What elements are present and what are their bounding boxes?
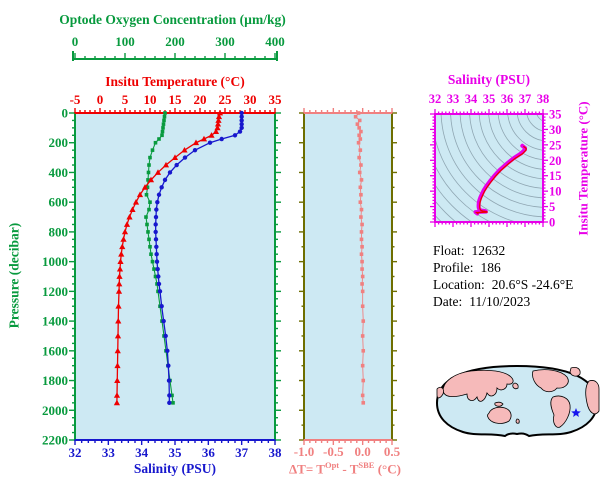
ts-salinity-tick-label: 38 (537, 92, 550, 106)
world-map (435, 364, 600, 438)
oxygen-tick-label: 200 (165, 34, 185, 49)
oxygen-tick-label: 300 (215, 34, 235, 49)
date-row: Date: 11/10/2023 (433, 293, 573, 310)
delta-title-sup-sbe: SBE (358, 460, 375, 470)
pressure-tick-label: 800 (49, 224, 69, 239)
temperature-tick-label: 35 (269, 92, 283, 107)
profile-value: 186 (480, 260, 501, 275)
delta-tick-label: -0.5 (323, 444, 344, 459)
ts-salinity-tick-label: 34 (465, 92, 478, 106)
temperature-profile-series (113, 109, 224, 406)
salinity-profile-series (153, 110, 244, 406)
location-label: Location: (433, 277, 485, 292)
delta-tick-labels: -1.0 -0.5 0.0 0.5 (294, 444, 401, 459)
temperature-tick-label: 25 (219, 92, 233, 107)
ts-temperature-tick-label: 0 (549, 216, 555, 230)
pressure-tick-label: 1600 (42, 343, 68, 358)
ts-salinity-tick-label: 32 (429, 92, 442, 106)
pressure-tick-label: 600 (49, 195, 69, 210)
salinity-tick-label: 32 (69, 445, 82, 460)
ts-temperature-tick-label: 35 (549, 108, 562, 122)
salinity-tick-label: 36 (202, 445, 216, 460)
pressure-tick-label: 2200 (42, 433, 68, 448)
pressure-tick-label: 0 (62, 106, 69, 121)
temperature-tick-label: 30 (244, 92, 257, 107)
delta-tick-label: 0.0 (355, 444, 371, 459)
ts-salinity-tick-label: 37 (519, 92, 532, 106)
salinity-tick-label: 33 (102, 445, 116, 460)
temperature-tick-label: 5 (122, 92, 129, 107)
location-row: Location: 20.6°S -24.6°E (433, 276, 573, 293)
delta-t-series (353, 111, 366, 405)
delta-title-part: - T (339, 461, 359, 477)
delta-title-part: (°C) (374, 461, 401, 477)
salinity-tick-label: 37 (235, 445, 249, 460)
oxygen-tick-label: 100 (115, 34, 135, 49)
date-value: 11/10/2023 (469, 294, 531, 309)
pressure-tick-label: 1200 (42, 284, 68, 299)
temperature-tick-label: 15 (169, 92, 183, 107)
float-id-row: Float: 12632 (433, 242, 573, 259)
delta-t-axis-title: ΔT= TOpt - TSBE (°C) (278, 458, 412, 476)
salinity-tick-label: 34 (135, 445, 149, 460)
ts-curve (473, 143, 527, 216)
delta-plot-frame (299, 108, 397, 445)
temperature-tick-label: 0 (97, 92, 104, 107)
ts-salinity-tick-label: 36 (501, 92, 514, 106)
date-label: Date: (433, 294, 463, 309)
oxygen-tick-label: 400 (265, 34, 285, 49)
ts-temperature-tick-label: 20 (549, 154, 562, 168)
oxygen-tick-label: 0 (72, 34, 79, 49)
salinity-axis-title: Salinity (PSU) (133, 461, 217, 476)
profile-row: Profile: 186 (433, 259, 573, 276)
pressure-tick-label: 200 (49, 135, 69, 150)
oxygen-floating-axis (72, 51, 278, 61)
pressure-tick-label: 400 (49, 165, 69, 180)
temperature-axis-title: Insitu Temperature (°C) (105, 74, 245, 89)
salinity-tick-label: 35 (169, 445, 183, 460)
delta-tick-label: 0.5 (384, 444, 401, 459)
delta-title-sup-opt: Opt (324, 460, 340, 470)
profile-label: Profile: (433, 260, 474, 275)
temperature-tick-label: 20 (194, 92, 207, 107)
ts-temperature-tick-label: 30 (549, 123, 562, 137)
temperature-tick-label: -5 (70, 92, 81, 107)
salinity-tick-label: 38 (269, 445, 283, 460)
profiles-tick-labels: 0200400600800100012001400160018002000220… (42, 34, 285, 460)
pressure-tick-label: 1000 (42, 254, 68, 269)
ts-salinity-tick-label: 35 (483, 92, 496, 106)
ts-salinity-axis-title: Salinity (PSU) (447, 72, 531, 87)
float-value: 12632 (471, 243, 506, 258)
location-value: 20.6°S -24.6°E (491, 277, 574, 292)
ts-temperature-tick-label: 10 (549, 185, 562, 199)
delta-title-part: ΔT= T (289, 461, 325, 477)
float-label: Float: (433, 243, 465, 258)
ts-temperature-tick-label: 15 (549, 169, 562, 183)
float-info-block: Float: 12632 Profile: 186 Location: 20.6°S … (433, 242, 573, 310)
map-continents (436, 366, 600, 428)
pressure-tick-label: 2000 (42, 403, 68, 418)
pressure-tick-label: 1400 (42, 314, 68, 329)
ts-temperature-tick-label: 25 (549, 138, 562, 152)
pressure-tick-label: 1800 (42, 373, 68, 388)
ts-temperature-tick-label: 5 (549, 200, 555, 214)
delta-tick-label: -1.0 (294, 444, 315, 459)
ts-salinity-tick-label: 33 (447, 92, 460, 106)
ts-plot-frame (430, 109, 548, 227)
float-location-star (571, 408, 581, 417)
temperature-tick-label: 10 (144, 92, 157, 107)
oxygen-axis-title: Optode Oxygen Concentration (µm/kg) (59, 12, 286, 27)
